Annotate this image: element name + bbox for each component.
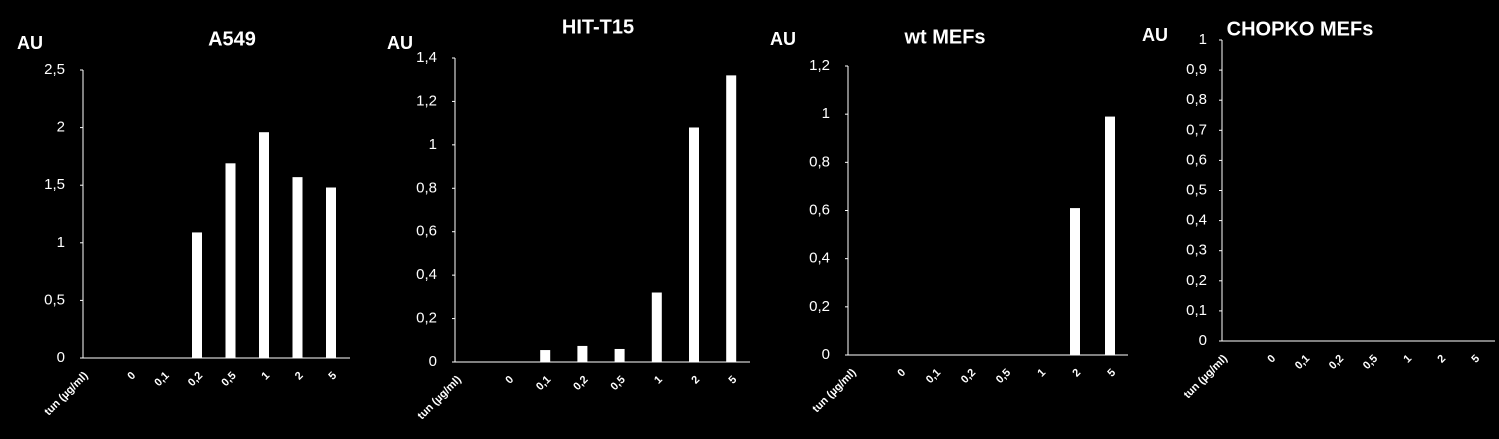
y-tick-label: 1 — [57, 234, 65, 251]
x-tick-label: 0,5 — [1361, 353, 1380, 372]
y-tick-label: 1,5 — [44, 176, 65, 193]
bar — [326, 187, 336, 358]
y-tick-label: 0,4 — [809, 250, 830, 267]
bar — [259, 132, 269, 358]
y-tick-label: 0,9 — [1186, 61, 1207, 78]
bar — [192, 232, 202, 358]
y-axis-label: AU — [770, 29, 796, 49]
y-tick-label: 1,2 — [416, 92, 437, 109]
y-tick-label: 1,2 — [809, 57, 830, 74]
y-tick-label: 0,3 — [1186, 242, 1207, 259]
y-tick-label: 0,5 — [1186, 181, 1207, 198]
y-tick-label: 1,4 — [416, 49, 437, 66]
y-tick-label: 0,6 — [1186, 151, 1207, 168]
x-tick-label: 0 — [125, 370, 138, 383]
x-tick-label: 5 — [1469, 353, 1482, 366]
y-tick-label: 0,8 — [416, 179, 437, 196]
x-tick-label: 2 — [1070, 367, 1083, 380]
bar — [651, 292, 662, 362]
y-tick-label: 2 — [57, 119, 65, 136]
chart-title: CHOPKO MEFs — [1227, 18, 1374, 40]
bar — [1070, 208, 1080, 355]
bar — [614, 348, 625, 362]
y-tick-label: 0,7 — [1186, 121, 1207, 138]
x-tick-label: 1 — [1401, 353, 1414, 366]
y-tick-label: 1 — [1199, 31, 1207, 48]
y-tick-label: 2,5 — [44, 61, 65, 78]
y-tick-label: 0,2 — [809, 298, 830, 315]
x-tick-label: 0,5 — [994, 367, 1013, 386]
x-tick-label: 2 — [1435, 353, 1448, 366]
y-tick-label: 0 — [57, 349, 65, 366]
x-tick-label: 2 — [689, 374, 702, 387]
bar — [292, 177, 303, 358]
chart-title: wt MEFs — [903, 26, 985, 48]
x-tick-label: 2 — [293, 370, 306, 383]
x-tick-label: 0,2 — [959, 367, 978, 386]
y-tick-label: 0,2 — [1186, 272, 1207, 289]
y-tick-label: 0,5 — [44, 291, 65, 308]
y-tick-label: 0 — [429, 353, 437, 370]
bar — [1105, 116, 1115, 355]
x-tick-label: 1 — [259, 370, 272, 383]
chart-title: HIT-T15 — [562, 16, 634, 38]
x-tick-label: 0,1 — [1293, 353, 1312, 372]
y-tick-label: 0,8 — [1186, 91, 1207, 108]
chart-title: A549 — [208, 28, 256, 50]
x-tick-label: 0 — [503, 374, 516, 387]
y-tick-label: 0,8 — [809, 153, 830, 170]
x-tick-label: 0,1 — [924, 367, 943, 386]
y-axis-label: AU — [17, 33, 43, 53]
x-axis-label: tun (µg/ml) — [415, 373, 464, 422]
bar — [689, 127, 699, 362]
y-tick-label: 0 — [822, 346, 830, 363]
x-axis-label: tun (µg/ml) — [810, 366, 859, 415]
y-tick-label: 1 — [429, 136, 437, 153]
x-tick-label: 5 — [326, 370, 339, 383]
x-tick-label: 0,1 — [152, 370, 171, 389]
x-tick-label: 1 — [1035, 367, 1048, 380]
x-tick-label: 0,5 — [219, 370, 238, 389]
y-tick-label: 0,4 — [416, 266, 437, 283]
x-tick-label: 0 — [895, 367, 908, 380]
y-tick-label: 0,4 — [1186, 212, 1207, 229]
y-tick-label: 0,1 — [1186, 302, 1207, 319]
bar — [726, 75, 737, 362]
y-axis-label: AU — [1142, 25, 1168, 45]
bar — [540, 350, 551, 362]
x-tick-label: 0,2 — [186, 370, 205, 389]
x-tick-label: 0,2 — [571, 374, 590, 393]
x-tick-label: 0,5 — [608, 374, 627, 393]
y-tick-label: 0 — [1199, 332, 1207, 349]
bar — [225, 163, 236, 358]
x-tick-label: 1 — [652, 374, 665, 387]
y-tick-label: 0,6 — [416, 223, 437, 240]
y-axis-label: AU — [387, 33, 413, 53]
x-tick-label: 0,1 — [534, 374, 553, 393]
bar — [577, 345, 588, 362]
x-axis-label: tun (µg/ml) — [42, 369, 91, 418]
x-tick-label: 5 — [727, 374, 740, 387]
y-tick-label: 0,2 — [416, 310, 437, 327]
x-axis-label: tun (µg/ml) — [1182, 352, 1231, 401]
y-tick-label: 1 — [822, 105, 830, 122]
x-tick-label: 5 — [1105, 367, 1118, 380]
x-tick-label: 0,2 — [1327, 353, 1346, 372]
x-tick-label: 0 — [1265, 353, 1278, 366]
y-tick-label: 0,6 — [809, 201, 830, 218]
